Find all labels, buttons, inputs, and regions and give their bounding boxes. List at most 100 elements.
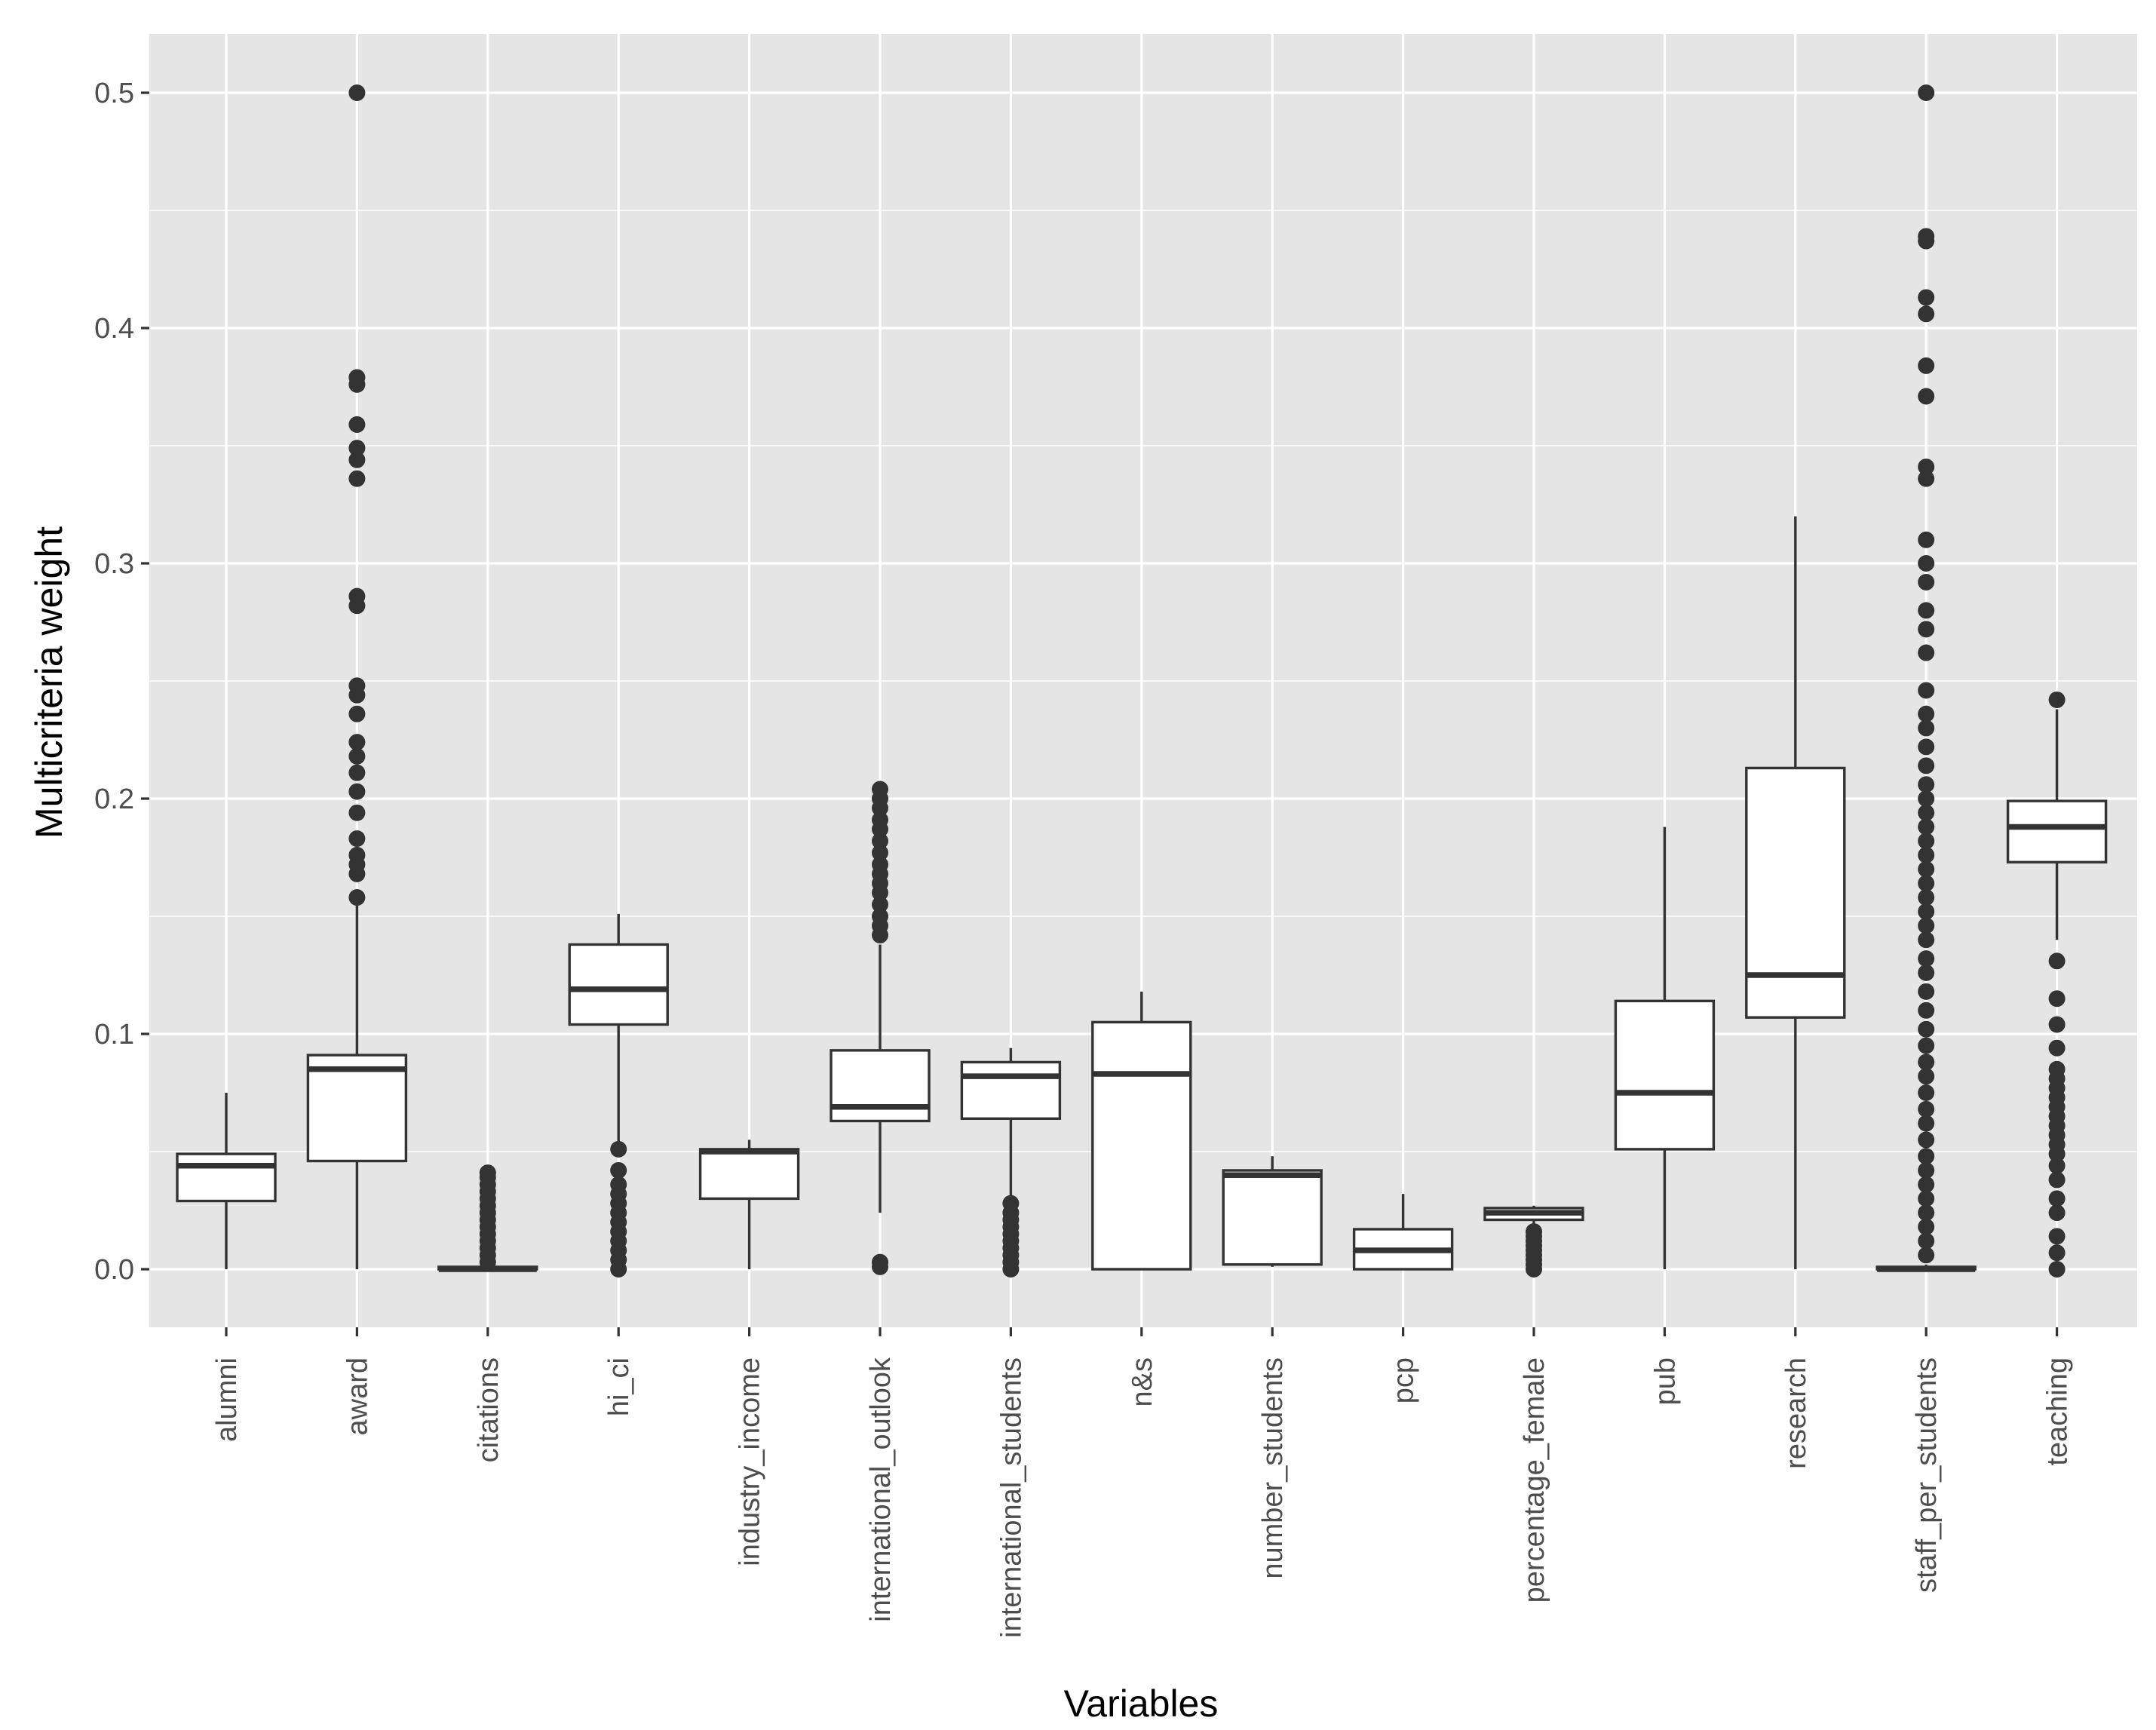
- outlier-point: [872, 896, 888, 913]
- outlier-point: [348, 451, 366, 468]
- outlier-point: [1918, 682, 1935, 699]
- box-iqr: [1614, 999, 1716, 1151]
- outlier-point: [2048, 1039, 2066, 1057]
- outlier-point: [1918, 705, 1935, 722]
- x-tick-label: industry_income: [735, 1357, 766, 1566]
- x-tick-label: alumni: [211, 1357, 243, 1442]
- outlier-point: [1918, 470, 1935, 487]
- outlier-point: [1918, 889, 1935, 906]
- x-axis-title: Variables: [1064, 1682, 1219, 1725]
- x-axis: alumni award citations hi_ci industry_income…: [211, 1327, 2074, 1638]
- box-iqr: [176, 1152, 277, 1203]
- outlier-point: [1918, 790, 1935, 807]
- box-iqr: [1745, 766, 1846, 1019]
- outlier-point: [2048, 1244, 2066, 1262]
- box-iqr: [2006, 799, 2108, 863]
- box-group: [1222, 1156, 1323, 1267]
- x-tick-label: percentage_female: [1519, 1357, 1550, 1603]
- outlier-point: [1918, 84, 1935, 101]
- outlier-point: [1918, 818, 1935, 836]
- outlier-point: [872, 844, 888, 861]
- outlier-point: [1918, 903, 1935, 920]
- outlier-point: [2048, 1204, 2066, 1222]
- outlier-point: [348, 440, 366, 457]
- outlier-point: [348, 734, 366, 751]
- outlier-point: [1918, 573, 1935, 590]
- outlier-point: [1918, 950, 1935, 968]
- outlier-point: [1918, 305, 1935, 323]
- outlier-point: [1918, 875, 1935, 892]
- outlier-point: [1918, 1148, 1935, 1165]
- outlier-point: [1918, 357, 1935, 374]
- outlier-point: [2048, 1060, 2066, 1078]
- outlier-point: [1918, 846, 1935, 863]
- x-tick-label: staff_per_students: [1911, 1357, 1943, 1593]
- outlier-point: [2048, 1228, 2066, 1245]
- box-iqr: [830, 1049, 931, 1123]
- outlier-point: [1918, 1054, 1935, 1071]
- outlier-point: [1918, 757, 1935, 775]
- outlier-point: [348, 677, 366, 695]
- outlier-point: [348, 764, 366, 781]
- outlier-point: [1918, 983, 1935, 1000]
- outlier-point: [348, 84, 366, 101]
- outlier-point: [1918, 1204, 1935, 1222]
- y-tick-label: 0.0: [94, 1254, 134, 1286]
- x-tick-label: pcp: [1388, 1357, 1420, 1403]
- outlier-point: [2048, 1016, 2066, 1033]
- outlier-point: [1526, 1223, 1542, 1241]
- outlier-point: [1918, 1190, 1935, 1207]
- outlier-point: [348, 846, 366, 863]
- outlier-point: [1918, 1247, 1935, 1264]
- outlier-point: [348, 889, 366, 906]
- outlier-point: [1918, 931, 1935, 949]
- outlier-point: [1918, 1037, 1935, 1054]
- outlier-point: [872, 1253, 888, 1271]
- outlier-point: [1918, 644, 1935, 661]
- box-group: [1875, 84, 1977, 1272]
- x-tick-label: international_outlook: [865, 1357, 897, 1622]
- box-iqr: [960, 1060, 1062, 1121]
- outlier-point: [1918, 738, 1935, 756]
- box-iqr: [568, 943, 669, 1026]
- outlier-point: [1918, 1232, 1935, 1250]
- outlier-point: [479, 1164, 496, 1182]
- outlier-point: [1918, 1084, 1935, 1101]
- outlier-point: [1918, 964, 1935, 981]
- outlier-point: [348, 416, 366, 433]
- outlier-point: [1918, 860, 1935, 878]
- box-group: [1352, 1194, 1454, 1271]
- outlier-point: [348, 830, 366, 848]
- box-group: [1745, 516, 1846, 1269]
- box-iqr: [306, 1054, 408, 1163]
- box-iqr: [1222, 1169, 1323, 1266]
- outlier-point: [1918, 459, 1935, 476]
- box-group: [176, 1093, 277, 1269]
- y-axis-title: Multicriteria weight: [28, 526, 70, 839]
- outlier-point: [872, 856, 888, 873]
- box-group: [1614, 827, 1716, 1269]
- box-group: [1483, 1205, 1584, 1278]
- outlier-point: [348, 587, 366, 605]
- outlier-point: [610, 1161, 627, 1179]
- x-tick-label: hi_ci: [603, 1357, 635, 1416]
- outlier-point: [1918, 1161, 1935, 1179]
- outlier-point: [2048, 1157, 2066, 1174]
- box-group: [698, 1140, 800, 1269]
- outlier-point: [1918, 1131, 1935, 1149]
- x-tick-label: international_students: [995, 1357, 1027, 1638]
- x-tick-label: research: [1780, 1357, 1812, 1469]
- outlier-point: [1918, 833, 1935, 850]
- outlier-point: [2048, 952, 2066, 970]
- outlier-point: [1918, 1068, 1935, 1085]
- outlier-point: [1918, 621, 1935, 638]
- outlier-point: [348, 705, 366, 722]
- box-iqr: [1091, 1020, 1192, 1271]
- outlier-point: [2048, 1261, 2066, 1278]
- box-group: [306, 84, 408, 1269]
- outlier-point: [1918, 1020, 1935, 1038]
- outlier-point: [1918, 1100, 1935, 1118]
- box-group: [2006, 691, 2108, 1278]
- outlier-point: [2048, 1171, 2066, 1189]
